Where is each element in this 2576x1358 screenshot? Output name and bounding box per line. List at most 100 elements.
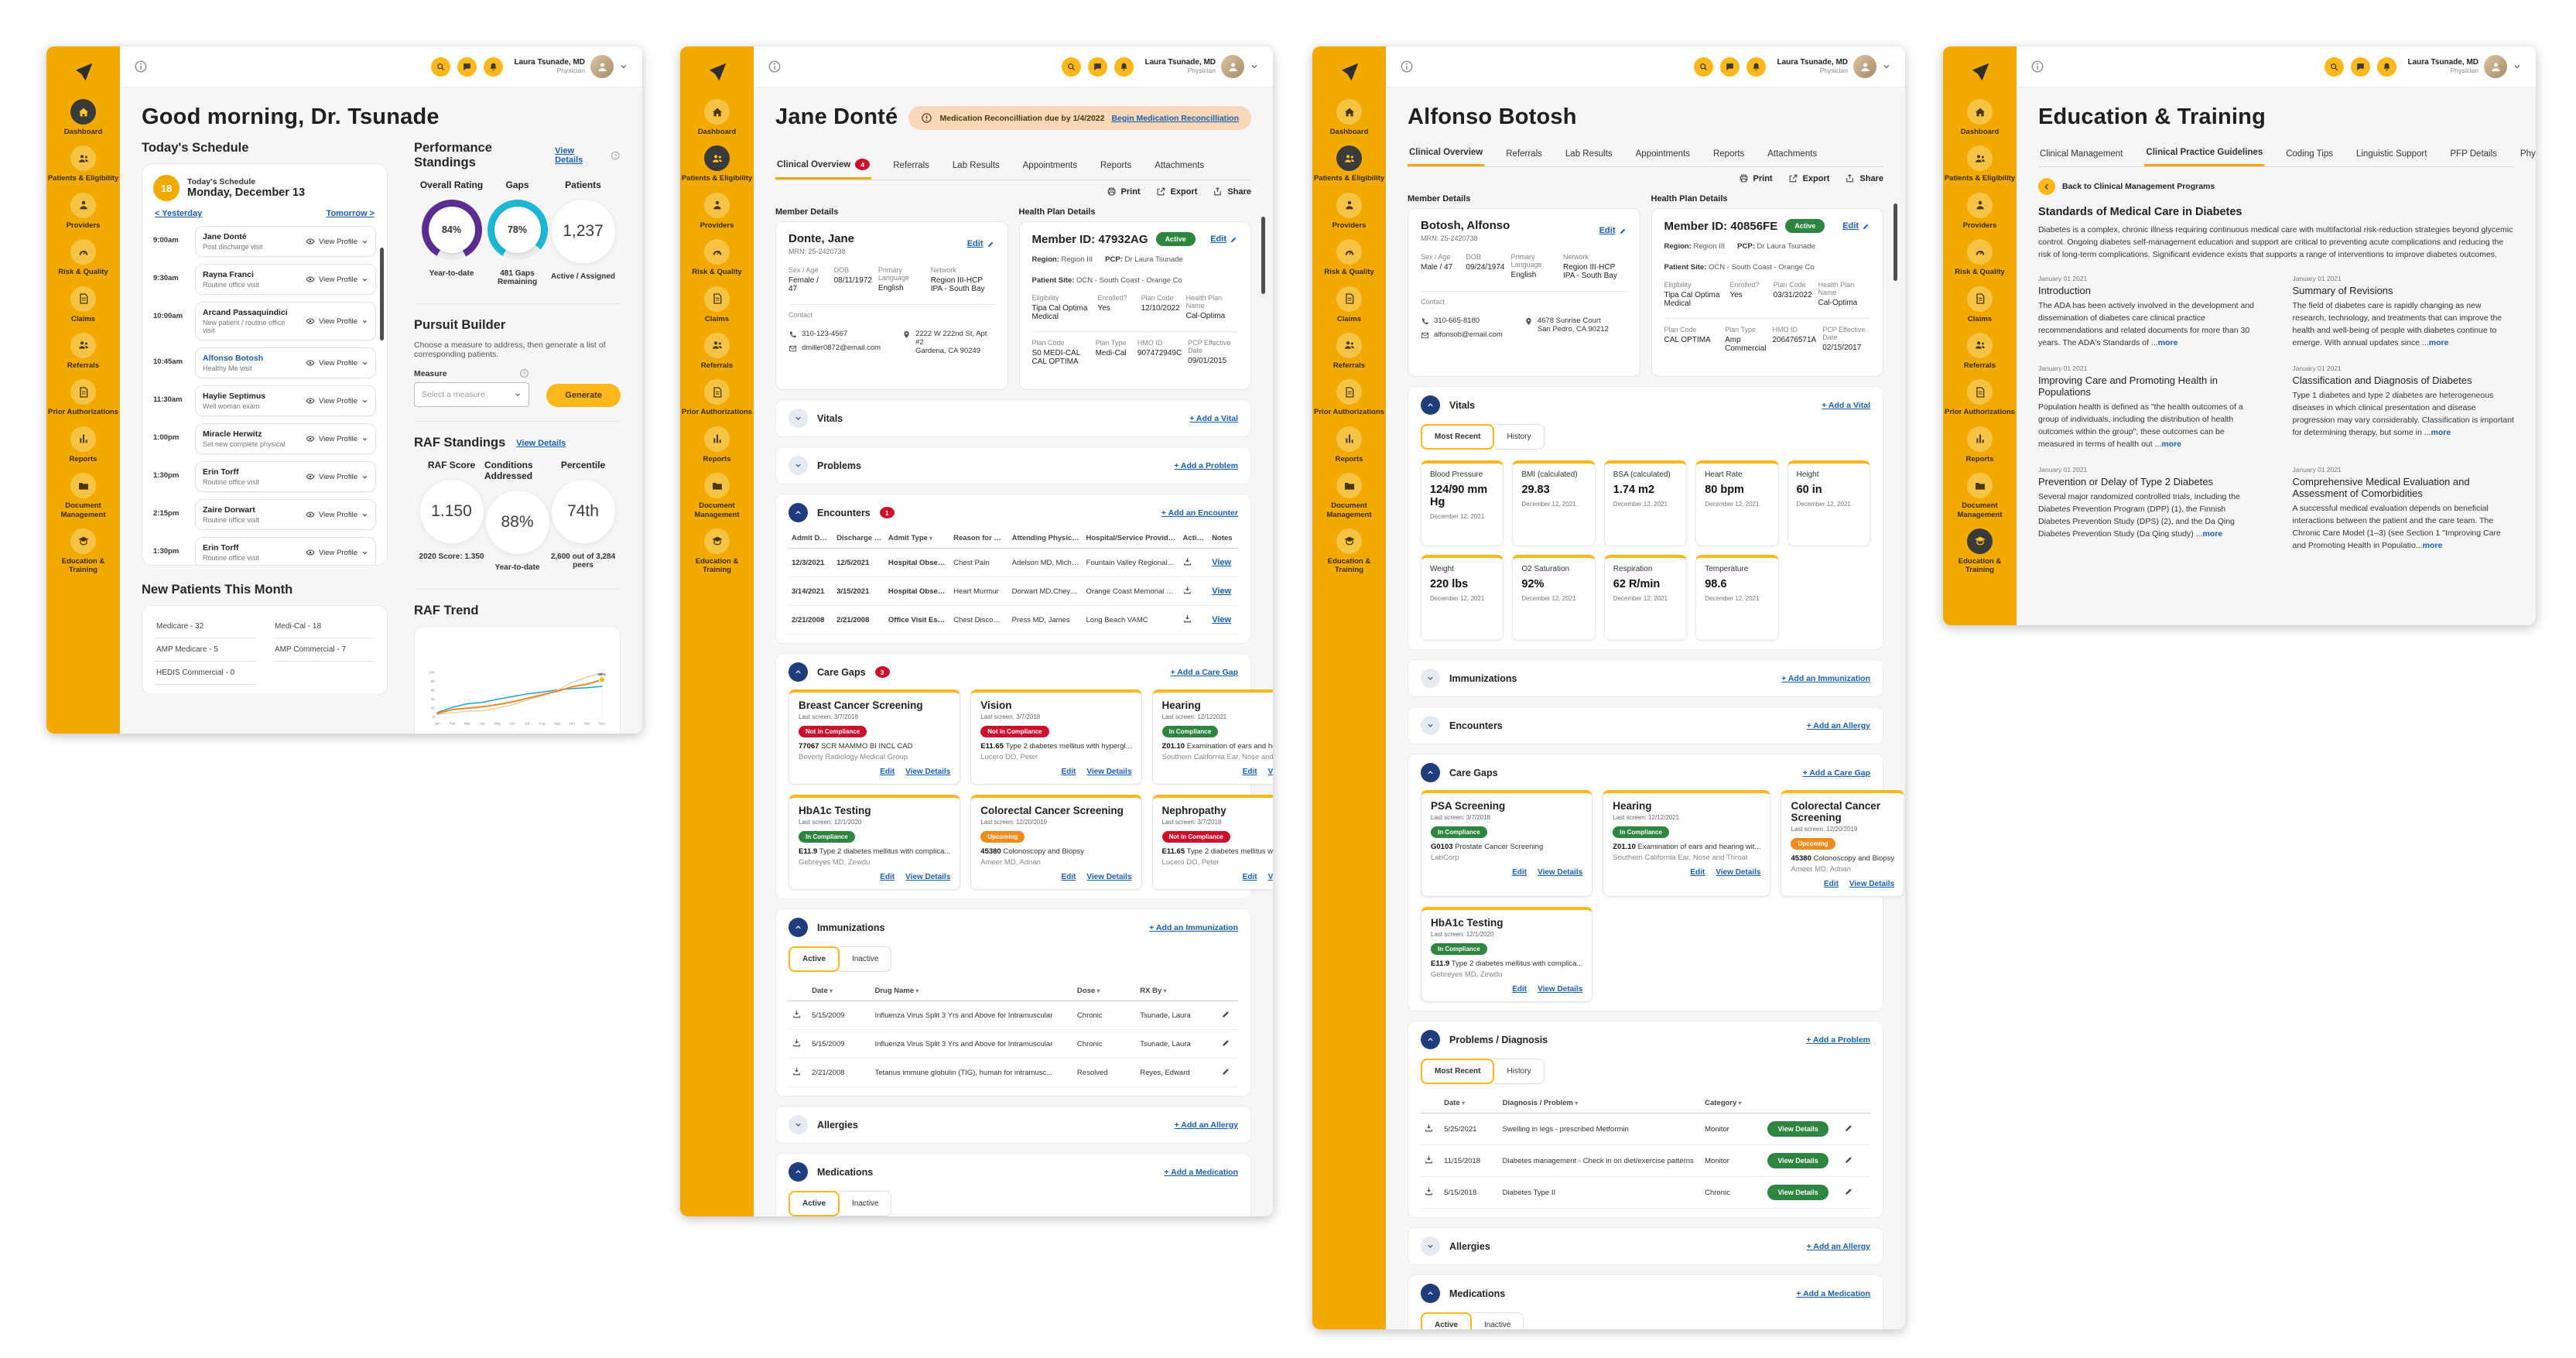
collapse-icon[interactable] [789,1162,808,1182]
sidebar-item[interactable]: Reports [1314,426,1385,463]
sidebar-item[interactable]: Referrals [1314,332,1385,370]
expand-icon[interactable] [789,1115,808,1134]
sidebar-item[interactable]: Dashboard [1314,99,1385,136]
notifications-icon[interactable] [1114,56,1134,77]
edit-link[interactable]: Edit [1242,768,1257,776]
download-icon[interactable] [792,1066,802,1076]
search-icon[interactable] [1693,56,1713,77]
export-button[interactable]: Export [1788,173,1829,183]
view-details-button[interactable]: View Details [1767,1185,1829,1200]
add-care-gap-link[interactable]: + Add a Care Gap [1802,768,1870,778]
view-profile-button[interactable]: View Profile [306,472,368,481]
tab-appointments[interactable]: Appointments [1635,149,1690,159]
more-link[interactable]: more [2428,337,2449,347]
view-notes-link[interactable]: View [1212,615,1232,624]
tab-linguistic-support[interactable]: Linguistic Support [2355,149,2427,159]
chat-icon[interactable] [1719,56,1740,77]
begin-med-reconciliation-link[interactable]: Begin Medication Reconcilliation [1111,113,1239,123]
sidebar-item[interactable]: Referrals [1945,332,2016,370]
sidebar-item[interactable]: Patients & Eligibility [1945,145,2016,183]
column-header[interactable]: Category [1702,1093,1765,1113]
download-icon[interactable] [792,1038,802,1048]
expand-icon[interactable] [789,409,808,428]
add-allergy-link[interactable]: + Add an Allergy [1806,1241,1870,1251]
download-icon[interactable] [1182,585,1192,595]
collapse-icon[interactable] [789,918,808,937]
add-problem-link[interactable]: + Add a Problem [1174,460,1238,470]
sidebar-item[interactable]: Providers [682,192,753,230]
sidebar-item[interactable]: Prior Authorizations [48,379,119,416]
sidebar-item[interactable]: Patients & Eligibility [1314,145,1385,183]
view-profile-button[interactable]: View Profile [306,316,368,326]
add-allergy-link[interactable]: + Add an Allergy [1174,1120,1238,1130]
sidebar-item[interactable]: Risk & Quality [1945,239,2016,276]
tab-attachments[interactable]: Attachments [1155,161,1205,170]
print-button[interactable]: Print [1739,173,1773,183]
view-profile-button[interactable]: View Profile [306,358,368,368]
collapse-icon[interactable] [1421,1030,1440,1049]
add-immunization-link[interactable]: + Add an Immunization [1781,673,1870,683]
patient-name[interactable]: Erin Torff [203,543,239,552]
sidebar-item[interactable]: Document Management [682,473,753,519]
download-icon[interactable] [1424,1154,1434,1165]
view-details-button[interactable]: View Details [1767,1153,1829,1168]
tab-reports[interactable]: Reports [1100,161,1132,170]
add-medication-link[interactable]: + Add a Medication [1164,1167,1238,1177]
column-header[interactable]: Admit Date [789,528,834,549]
sidebar-item[interactable]: Document Management [1314,473,1385,519]
column-header[interactable]: Attending Physician [1008,528,1083,549]
avatar[interactable] [2484,55,2507,78]
appointment-card[interactable]: Miracle Herwitz Set new complete physica… [195,423,376,454]
back-button[interactable]: Back to Clinical Management Programs [2038,178,2514,195]
sidebar-item[interactable]: Prior Authorizations [1314,379,1385,416]
help-icon[interactable] [611,150,621,161]
add-vital-link[interactable]: + Add a Vital [1189,413,1238,423]
sidebar-item[interactable]: Claims [682,286,753,323]
tab-reports[interactable]: Reports [1712,149,1745,159]
help-icon[interactable] [519,368,529,378]
pencil-icon[interactable] [1844,1123,1854,1133]
active-toggle[interactable]: Active [789,1191,840,1216]
view-notes-link[interactable]: View [1212,558,1232,567]
yesterday-link[interactable]: < Yesterday [155,209,203,218]
avatar[interactable] [1853,55,1876,78]
user-menu[interactable]: Laura Tsunade, MD Physician [515,55,629,78]
appointment-card[interactable]: Arcand Passaquindici New patient / routi… [195,302,376,340]
active-toggle[interactable]: Active [1421,1312,1473,1329]
edit-plan-button[interactable]: Edit [1842,221,1870,231]
sidebar-item[interactable]: Risk & Quality [48,239,119,276]
sidebar-item[interactable]: Risk & Quality [682,239,753,276]
performance-view-details-link[interactable]: View Details [555,146,583,165]
pencil-icon[interactable] [1221,1038,1231,1048]
user-menu[interactable]: Laura Tsunade, MD Physician [1145,55,1260,78]
tab-referrals[interactable]: Referrals [1506,149,1542,159]
column-header[interactable]: Dose [1073,981,1137,1001]
patient-name[interactable]: Miracle Herwitz [203,429,262,439]
history-toggle[interactable]: History [1494,1059,1545,1084]
scrollbar[interactable] [380,248,384,340]
pencil-icon[interactable] [1221,1009,1231,1019]
share-button[interactable]: Share [1213,186,1251,197]
add-medication-link[interactable]: + Add a Medication [1796,1288,1870,1298]
sidebar-item[interactable]: Education & Training [1945,528,2016,575]
view-details-link[interactable]: View Details [1086,873,1132,881]
sidebar-item[interactable]: Document Management [48,473,119,519]
column-header[interactable]: Admit Type [884,528,951,549]
more-link[interactable]: more [2202,528,2223,539]
view-profile-button[interactable]: View Profile [306,548,368,557]
user-menu[interactable]: Laura Tsunade, MD Physician [2408,55,2523,78]
sidebar-item[interactable]: Education & Training [1314,528,1385,575]
edit-link[interactable]: Edit [1690,868,1705,877]
appointment-card[interactable]: Zaire Dorwart Routine office visit View … [195,499,376,530]
sidebar-item[interactable]: Reports [1945,426,2016,463]
column-header[interactable]: Hospital/Service Provider [1083,528,1180,549]
column-header[interactable]: Date [1441,1093,1500,1113]
column-header[interactable]: Date [809,981,872,1001]
view-details-link[interactable]: View Details [1849,880,1895,888]
edit-link[interactable]: Edit [1061,873,1076,881]
sidebar-item[interactable]: Document Management [1945,473,2016,519]
tab-appointments[interactable]: Appointments [1022,161,1077,170]
pencil-icon[interactable] [1221,1066,1231,1076]
sidebar-item[interactable]: Claims [1945,286,2016,323]
view-details-link[interactable]: View Details [1267,873,1273,881]
